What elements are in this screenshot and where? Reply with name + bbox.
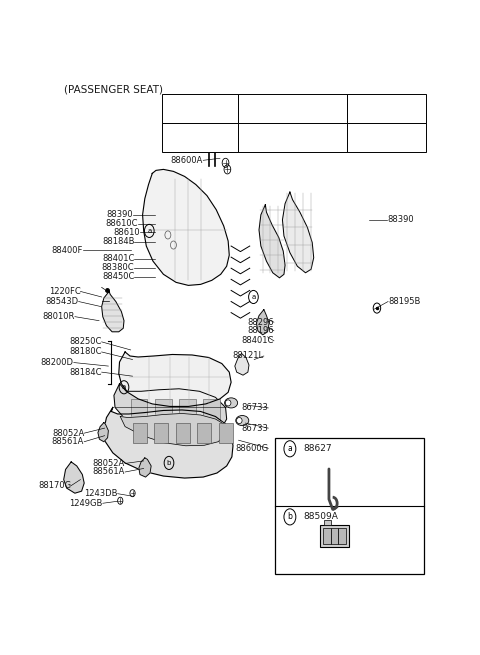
Ellipse shape <box>225 398 238 408</box>
Polygon shape <box>143 170 229 286</box>
Bar <box>324 528 331 544</box>
Text: 88610: 88610 <box>113 228 140 237</box>
Text: 88401C: 88401C <box>241 337 274 345</box>
Text: 88561A: 88561A <box>52 438 84 446</box>
Ellipse shape <box>237 417 242 424</box>
Text: 88543D: 88543D <box>46 297 79 306</box>
Text: 88600A: 88600A <box>171 156 203 165</box>
Text: 88600G: 88600G <box>235 444 268 453</box>
Text: ASSY: ASSY <box>375 104 399 113</box>
Bar <box>131 399 147 426</box>
Bar <box>320 525 349 547</box>
Polygon shape <box>198 120 228 152</box>
Polygon shape <box>64 462 84 493</box>
Text: 88170G: 88170G <box>38 481 71 490</box>
Text: b: b <box>288 512 292 521</box>
Text: 88196: 88196 <box>247 326 274 335</box>
Polygon shape <box>256 310 269 335</box>
Bar <box>197 422 211 443</box>
Text: 88184B: 88184B <box>102 237 134 246</box>
Text: b: b <box>167 460 171 466</box>
Bar <box>162 94 238 123</box>
Text: 88390: 88390 <box>106 210 132 219</box>
Bar <box>155 399 172 426</box>
Text: a: a <box>147 228 151 234</box>
Polygon shape <box>282 192 314 272</box>
Text: 88180C: 88180C <box>69 347 102 356</box>
Text: 88010R: 88010R <box>43 312 75 321</box>
Text: 88401C: 88401C <box>102 254 134 263</box>
Text: a: a <box>122 384 126 390</box>
Polygon shape <box>120 413 227 446</box>
Ellipse shape <box>236 415 249 426</box>
Bar <box>179 399 196 426</box>
Bar <box>275 438 424 574</box>
Text: a: a <box>252 294 255 300</box>
Text: (PASSENGER SEAT): (PASSENGER SEAT) <box>64 84 164 95</box>
Text: 88509A: 88509A <box>303 512 338 521</box>
Text: a: a <box>288 444 292 453</box>
Polygon shape <box>119 352 231 406</box>
Bar <box>203 399 220 426</box>
Bar <box>324 520 331 525</box>
Text: 1249GB: 1249GB <box>70 498 103 508</box>
Text: 88184C: 88184C <box>69 367 102 377</box>
Text: 88561A: 88561A <box>93 468 125 476</box>
Text: 86733: 86733 <box>241 403 268 413</box>
Text: TRACK ASSY: TRACK ASSY <box>361 133 412 142</box>
Text: SENSOR TYPE: SENSOR TYPE <box>260 104 324 113</box>
Text: 88450C: 88450C <box>102 272 134 281</box>
Text: WCS: WCS <box>283 133 302 142</box>
Bar <box>338 528 346 544</box>
Text: 20101015~: 20101015~ <box>175 133 225 142</box>
Bar <box>219 422 233 443</box>
Polygon shape <box>139 458 151 477</box>
Text: 88121L: 88121L <box>233 352 264 360</box>
Polygon shape <box>114 384 227 434</box>
Polygon shape <box>259 204 285 278</box>
Bar <box>331 528 338 544</box>
Text: 88195B: 88195B <box>388 297 420 306</box>
Text: 88250C: 88250C <box>69 337 102 346</box>
Bar <box>347 94 426 123</box>
Polygon shape <box>235 354 249 375</box>
Bar <box>154 422 168 443</box>
Text: 88610C: 88610C <box>106 219 138 229</box>
Text: 88390: 88390 <box>387 215 414 224</box>
Polygon shape <box>98 422 108 441</box>
Bar <box>238 123 347 152</box>
Polygon shape <box>102 291 124 332</box>
Text: 88200D: 88200D <box>41 358 74 367</box>
Bar <box>176 422 190 443</box>
Text: 88052A: 88052A <box>93 459 125 468</box>
Text: Period: Period <box>184 104 216 113</box>
Text: 88380C: 88380C <box>102 263 134 272</box>
Text: 88052A: 88052A <box>52 428 84 438</box>
Text: 88296: 88296 <box>247 318 274 327</box>
Bar <box>132 422 147 443</box>
Bar <box>238 94 347 123</box>
Ellipse shape <box>225 400 231 406</box>
Text: 86733: 86733 <box>241 424 268 432</box>
Text: 88400F: 88400F <box>52 246 83 255</box>
Bar <box>347 123 426 152</box>
Bar <box>162 123 238 152</box>
Text: 1243DB: 1243DB <box>84 489 118 498</box>
Text: 88627: 88627 <box>303 444 332 453</box>
Polygon shape <box>104 407 233 478</box>
Text: 1220FC: 1220FC <box>48 287 81 296</box>
